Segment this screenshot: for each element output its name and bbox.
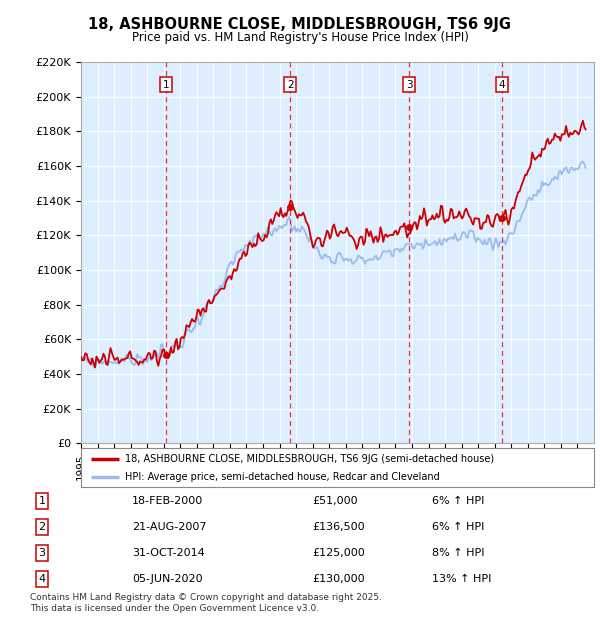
Text: 6% ↑ HPI: 6% ↑ HPI bbox=[432, 522, 484, 532]
Text: 18, ASHBOURNE CLOSE, MIDDLESBROUGH, TS6 9JG: 18, ASHBOURNE CLOSE, MIDDLESBROUGH, TS6 … bbox=[89, 17, 511, 32]
Text: HPI: Average price, semi-detached house, Redcar and Cleveland: HPI: Average price, semi-detached house,… bbox=[125, 472, 439, 482]
Text: Price paid vs. HM Land Registry's House Price Index (HPI): Price paid vs. HM Land Registry's House … bbox=[131, 31, 469, 44]
Text: £125,000: £125,000 bbox=[312, 548, 365, 558]
Text: 1: 1 bbox=[163, 79, 169, 89]
Text: 1: 1 bbox=[38, 496, 46, 506]
Text: 4: 4 bbox=[38, 574, 46, 584]
Text: 05-JUN-2020: 05-JUN-2020 bbox=[132, 574, 203, 584]
Text: 2: 2 bbox=[287, 79, 293, 89]
Text: 4: 4 bbox=[499, 79, 505, 89]
Text: 21-AUG-2007: 21-AUG-2007 bbox=[132, 522, 206, 532]
Text: £51,000: £51,000 bbox=[312, 496, 358, 506]
Text: 13% ↑ HPI: 13% ↑ HPI bbox=[432, 574, 491, 584]
Text: 3: 3 bbox=[38, 548, 46, 558]
Text: 8% ↑ HPI: 8% ↑ HPI bbox=[432, 548, 485, 558]
Text: 31-OCT-2014: 31-OCT-2014 bbox=[132, 548, 205, 558]
Text: 6% ↑ HPI: 6% ↑ HPI bbox=[432, 496, 484, 506]
Text: 18, ASHBOURNE CLOSE, MIDDLESBROUGH, TS6 9JG (semi-detached house): 18, ASHBOURNE CLOSE, MIDDLESBROUGH, TS6 … bbox=[125, 454, 494, 464]
Text: Contains HM Land Registry data © Crown copyright and database right 2025.
This d: Contains HM Land Registry data © Crown c… bbox=[30, 593, 382, 613]
Text: £130,000: £130,000 bbox=[312, 574, 365, 584]
Text: 3: 3 bbox=[406, 79, 412, 89]
Text: 2: 2 bbox=[38, 522, 46, 532]
Text: 18-FEB-2000: 18-FEB-2000 bbox=[132, 496, 203, 506]
Text: £136,500: £136,500 bbox=[312, 522, 365, 532]
